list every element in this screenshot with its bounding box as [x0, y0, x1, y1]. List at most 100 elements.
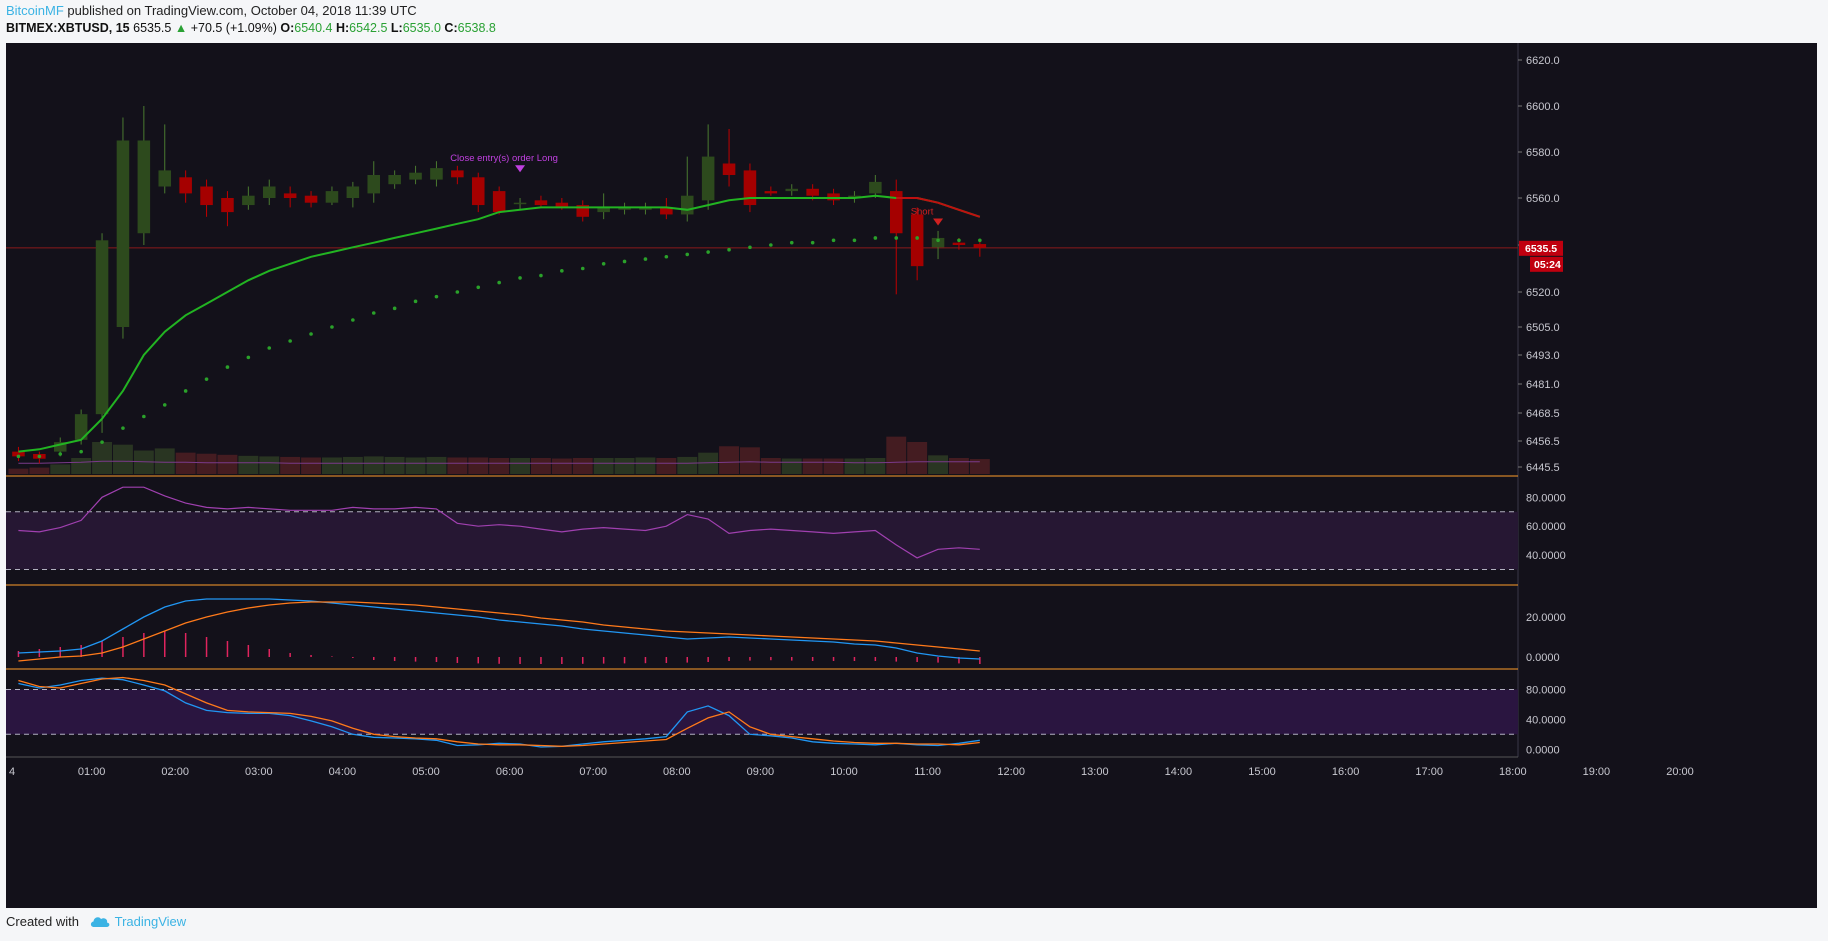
volume-bar	[510, 458, 530, 474]
trade-annotation-label: Short	[911, 206, 934, 217]
bull-candle	[74, 414, 88, 440]
price-chart[interactable]: Close entry(s) order Long Short 6620.0 6600…	[6, 43, 1817, 908]
tradingview-link[interactable]: TradingView	[114, 914, 187, 929]
volume-bar	[865, 458, 886, 474]
price-tick-label: 6620.0	[1526, 55, 1560, 67]
volume-bar	[928, 455, 948, 474]
sar-dot	[204, 377, 209, 381]
price-change: +70.5 (+1.09%)	[190, 21, 277, 35]
sar-dot	[392, 306, 397, 311]
bull-candle	[137, 140, 151, 234]
open-value: 6540.4	[294, 21, 333, 35]
time-tick-label: 09:00	[747, 766, 775, 778]
bear-candle	[471, 177, 485, 206]
bear-candle	[492, 191, 506, 213]
volume-bar	[259, 456, 280, 474]
time-tick-label: 05:00	[412, 766, 440, 778]
low-label: L:	[390, 21, 403, 35]
bull-candle	[95, 240, 109, 415]
bear-candle	[576, 205, 590, 217]
sar-dot	[288, 339, 292, 343]
time-tick-label: 04:00	[329, 766, 357, 778]
volume-bar	[29, 467, 50, 474]
publish-info: BitcoinMF published on TradingView.com, …	[6, 3, 417, 18]
volume-bar	[781, 458, 802, 474]
stoch-k-line	[18, 677, 980, 748]
trade-arrow-icon	[515, 165, 526, 173]
rsi-band	[6, 511, 1518, 570]
macd-tick-label: 20.0000	[1526, 612, 1566, 624]
sar-dot	[246, 355, 251, 360]
sar-dot	[142, 414, 146, 419]
sar-dot	[852, 238, 857, 243]
chart-container[interactable]: Close entry(s) order Long Short 6620.0 6600…	[6, 43, 1817, 908]
sar-dot	[539, 273, 543, 278]
volume-bar	[238, 455, 259, 474]
bear-candle	[743, 170, 757, 206]
volume-bar	[50, 464, 71, 474]
bear-candle	[889, 191, 903, 234]
sar-dot	[162, 403, 167, 407]
volume-bar	[280, 456, 301, 474]
bull-candle	[53, 442, 67, 452]
sar-dot	[664, 254, 669, 259]
trade-arrow-icon	[933, 218, 944, 226]
last-price-label: 6535.5	[1525, 243, 1557, 255]
volume-bar	[677, 456, 698, 474]
volume-bar	[949, 458, 969, 474]
sar-dot	[100, 440, 104, 444]
volume-bar	[71, 458, 92, 474]
volume-ma-line	[18, 460, 980, 464]
countdown-label-bg	[1530, 256, 1563, 272]
bear-candle	[179, 177, 192, 194]
volume-bar	[426, 456, 447, 474]
bear-candle	[555, 202, 569, 208]
sar-dot	[727, 247, 731, 252]
volume-bar	[468, 457, 489, 474]
bear-candle	[806, 188, 819, 196]
high-label: H:	[335, 21, 350, 35]
bull-candle	[409, 172, 422, 180]
author-link[interactable]: BitcoinMF	[6, 3, 64, 18]
time-tick-label: 11:00	[914, 766, 941, 778]
bull-candle	[680, 195, 694, 215]
volume-bar	[614, 458, 635, 474]
sar-dot	[643, 257, 648, 261]
stoch-tick-label: 0.0000	[1526, 744, 1560, 756]
bear-candle	[283, 193, 297, 198]
volume-bar	[719, 446, 739, 474]
macd-signal-line	[18, 601, 980, 662]
sar-dot	[978, 238, 982, 243]
bull-candle	[513, 202, 527, 205]
volume-bar	[802, 458, 823, 474]
bull-candle	[388, 175, 401, 185]
sar-dot	[434, 294, 439, 299]
sar-dot	[476, 285, 481, 290]
bear-candle	[973, 244, 987, 248]
sar-dot	[79, 449, 83, 454]
bull-candle	[158, 170, 172, 187]
bear-candle	[827, 193, 840, 201]
bull-candle	[869, 181, 882, 194]
bull-candle	[242, 195, 255, 206]
volume-bar	[196, 453, 217, 474]
macd-line	[18, 598, 980, 660]
price-tick-label: 6580.0	[1526, 147, 1560, 159]
sar-dot	[936, 238, 940, 243]
price-tick-label: 6600.0	[1526, 101, 1560, 113]
sar-dot	[580, 266, 585, 271]
price-tick-label: 6456.5	[1526, 436, 1560, 448]
bull-candle	[430, 168, 443, 180]
time-tick-label: 01:00	[78, 766, 106, 778]
ema-line-bear	[896, 197, 981, 218]
stoch-band	[6, 689, 1518, 735]
volume-bar	[405, 457, 426, 474]
price-tick-label: 6481.0	[1526, 379, 1560, 391]
bull-candle	[367, 175, 381, 194]
rsi-tick-label: 60.0000	[1526, 521, 1566, 533]
bear-candle	[660, 207, 673, 215]
bull-candle	[701, 156, 715, 201]
price-tick-label: 6520.0	[1526, 287, 1560, 299]
sar-dot	[413, 299, 418, 304]
time-tick-label: 03:00	[245, 766, 273, 778]
